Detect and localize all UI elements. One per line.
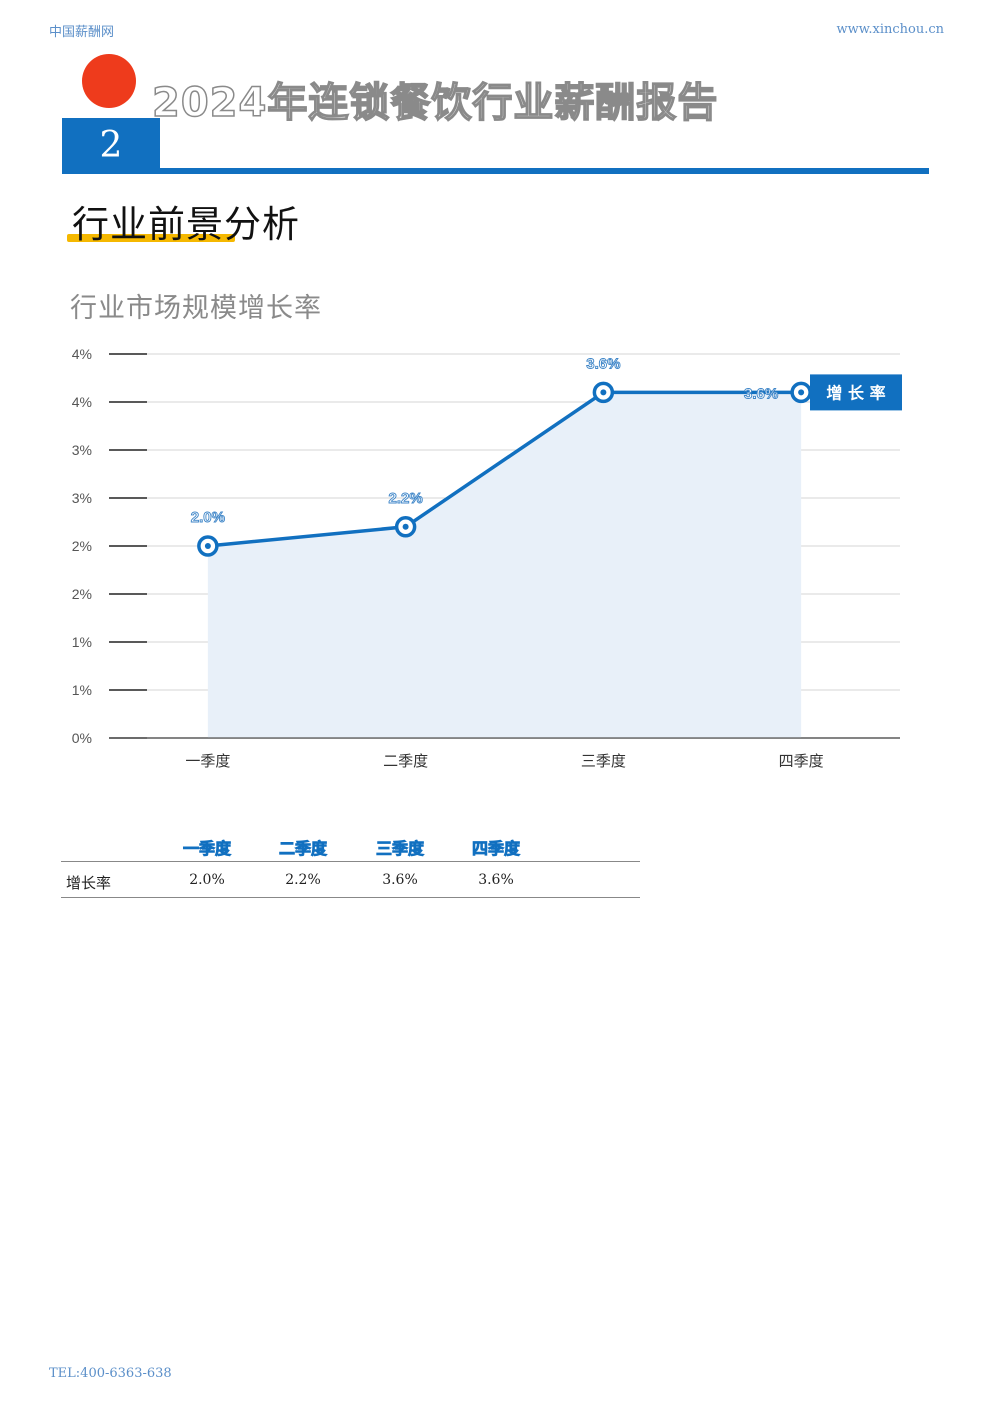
y-tick-label: 4% <box>72 346 92 362</box>
table-header-cell: 四季度 <box>471 839 521 859</box>
section-title: 行业前景分析 <box>72 203 300 246</box>
x-tick-label: 三季度 <box>581 753 626 770</box>
x-tick-label: 一季度 <box>185 753 230 770</box>
data-point-dot <box>798 389 805 396</box>
data-point-dot <box>600 389 607 396</box>
site-name: 中国薪酬网 <box>49 25 115 40</box>
legend-badge <box>810 374 902 411</box>
series-area <box>207 392 802 738</box>
y-tick-label: 1% <box>72 634 92 650</box>
y-tick-label: 0% <box>72 730 92 746</box>
table-cell: 3.6% <box>382 872 418 888</box>
table-header-cell: 三季度 <box>375 839 425 859</box>
footer-phone: TEL:400-6363-638 <box>49 1366 172 1381</box>
table-row-label: 增长率 <box>66 874 112 892</box>
y-tick-label: 3% <box>72 490 92 506</box>
growth-rate-chart: 0% 1% 1% 2% 2% 3% 3% 4% 4% 2.0% 2.2% 3.6% 3.6% 一季度 二季度… <box>72 346 902 770</box>
section-title-underline <box>67 234 235 242</box>
data-label: 2.2% <box>389 490 423 507</box>
table-cell: 2.0% <box>189 872 225 888</box>
chapter-number: 2 <box>62 118 160 172</box>
data-point-dot <box>402 523 409 530</box>
table-header-cell: 二季度 <box>278 839 328 859</box>
table-cell: 3.6% <box>478 872 514 888</box>
table-cell: 2.2% <box>285 872 321 888</box>
y-tick-label: 1% <box>72 682 92 698</box>
y-tick-label: 2% <box>72 586 92 602</box>
report-title: 2024年连锁餐饮行业薪酬报告 <box>151 79 719 127</box>
series-line <box>207 390 802 548</box>
y-tick-label: 2% <box>72 538 92 554</box>
table-header-row: 一季度 二季度 三季度 四季度 <box>61 830 640 862</box>
data-label: 3.6% <box>744 385 778 402</box>
data-label: 3.6% <box>586 355 620 372</box>
legend-label: 增 长 率 <box>826 383 885 402</box>
table-row: 增长率 2.0% 2.2% 3.6% 3.6% <box>61 862 640 898</box>
data-point-dot <box>204 543 211 549</box>
chapter-divider <box>62 168 929 174</box>
y-tick-label: 3% <box>72 442 92 458</box>
x-tick-label: 二季度 <box>383 753 428 770</box>
x-tick-label: 四季度 <box>779 753 824 770</box>
data-table: 一季度 二季度 三季度 四季度 增长率 2.0% 2.2% 3.6% 3.6% <box>61 830 640 898</box>
data-label: 2.0% <box>191 509 225 526</box>
decorative-red-circle <box>82 54 136 108</box>
y-tick-label: 4% <box>72 394 92 410</box>
site-url[interactable]: www.xinchou.cn <box>836 22 944 37</box>
table-header-cell: 一季度 <box>182 839 232 859</box>
chart-title: 行业市场规模增长率 <box>70 293 322 324</box>
